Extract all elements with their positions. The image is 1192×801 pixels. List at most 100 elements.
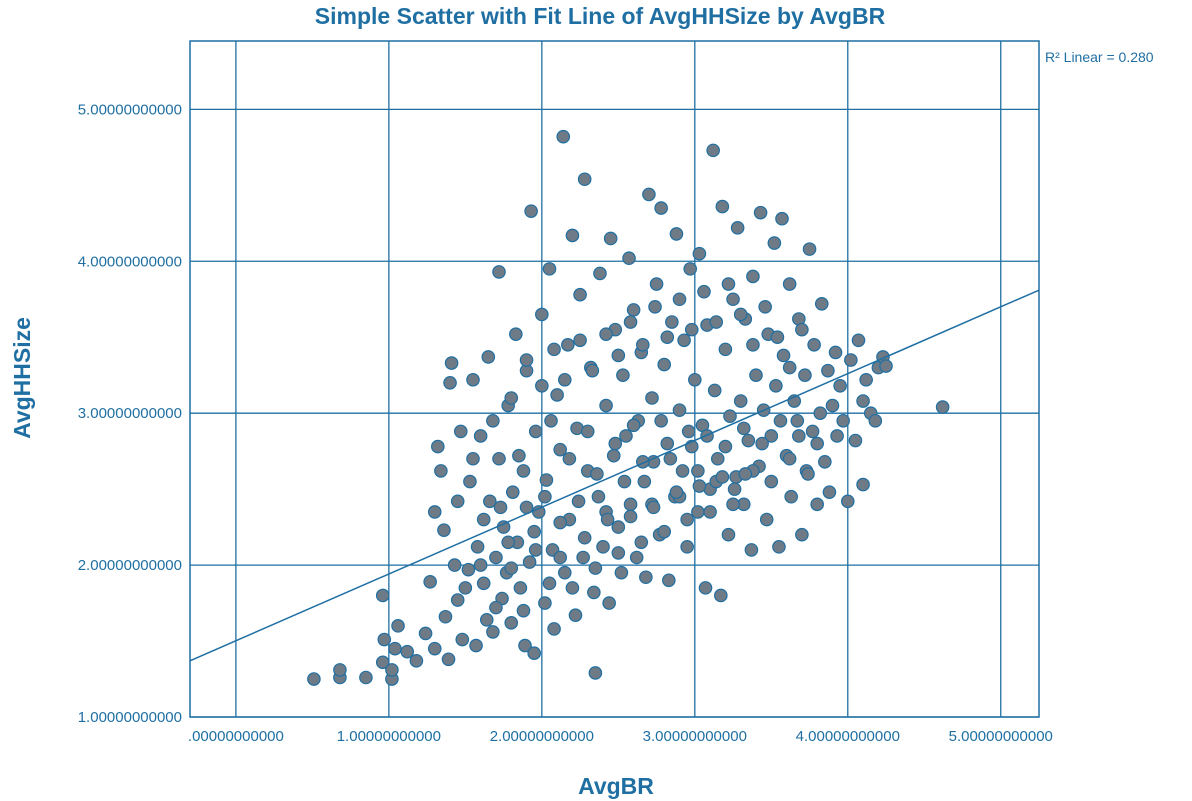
data-point (577, 551, 589, 563)
data-point (666, 316, 678, 328)
data-point (719, 343, 731, 355)
data-point (650, 278, 662, 290)
data-point (738, 422, 750, 434)
data-point (761, 513, 773, 525)
data-point (773, 541, 785, 553)
data-point (777, 349, 789, 361)
data-point (520, 354, 532, 366)
data-point (808, 339, 820, 351)
x-axis-title: AvgBR (578, 773, 654, 799)
data-point (623, 252, 635, 264)
data-point (334, 664, 346, 676)
data-point (774, 415, 786, 427)
data-point (649, 301, 661, 313)
data-point (796, 529, 808, 541)
data-point (834, 380, 846, 392)
data-point (692, 506, 704, 518)
data-point (456, 633, 468, 645)
data-point (785, 491, 797, 503)
data-point (728, 483, 740, 495)
data-point (392, 620, 404, 632)
data-point (615, 566, 627, 578)
data-point (715, 589, 727, 601)
data-point (438, 524, 450, 536)
data-point (776, 213, 788, 225)
data-point (719, 440, 731, 452)
data-point (936, 401, 948, 413)
data-point (308, 673, 320, 685)
data-point (806, 425, 818, 437)
data-point (578, 532, 590, 544)
data-point (378, 633, 390, 645)
data-point (689, 374, 701, 386)
data-point (490, 551, 502, 563)
data-point (543, 263, 555, 275)
data-point (796, 323, 808, 335)
data-point (819, 456, 831, 468)
data-point (735, 308, 747, 320)
data-point (536, 380, 548, 392)
data-point (360, 671, 372, 683)
data-point (562, 339, 574, 351)
data-point (574, 288, 586, 300)
data-point (557, 131, 569, 143)
data-point (510, 328, 522, 340)
data-point (710, 316, 722, 328)
data-point (603, 597, 615, 609)
data-point (831, 430, 843, 442)
data-point (600, 399, 612, 411)
data-point (664, 453, 676, 465)
data-point (582, 425, 594, 437)
data-point (478, 513, 490, 525)
data-point (814, 407, 826, 419)
data-point (678, 334, 690, 346)
data-point (663, 574, 675, 586)
data-point (722, 278, 734, 290)
data-point (771, 331, 783, 343)
data-point (765, 475, 777, 487)
data-point (712, 453, 724, 465)
x-tick-label: 3.00000000000 (643, 728, 747, 745)
data-point (442, 653, 454, 665)
data-point (572, 495, 584, 507)
data-point (530, 425, 542, 437)
data-point (756, 437, 768, 449)
data-point (759, 301, 771, 313)
data-point (482, 351, 494, 363)
data-point (716, 200, 728, 212)
data-point (612, 349, 624, 361)
data-point (429, 642, 441, 654)
data-point (750, 369, 762, 381)
data-point (681, 541, 693, 553)
data-point (816, 298, 828, 310)
data-point (429, 506, 441, 518)
data-point (627, 304, 639, 316)
data-point (586, 364, 598, 376)
x-tick-label: 4.00000000000 (796, 728, 900, 745)
data-point (455, 425, 467, 437)
data-point (770, 380, 782, 392)
data-point (487, 626, 499, 638)
data-point (802, 468, 814, 480)
data-point (569, 609, 581, 621)
data-point (716, 471, 728, 483)
data-point (445, 357, 457, 369)
data-point (462, 563, 474, 575)
data-point (591, 468, 603, 480)
data-point (517, 465, 529, 477)
data-point (684, 263, 696, 275)
plot-frame (190, 41, 1039, 717)
data-point (543, 577, 555, 589)
data-point (727, 293, 739, 305)
data-point (514, 582, 526, 594)
x-tick-label: 5.00000000000 (949, 728, 1053, 745)
data-point (823, 486, 835, 498)
data-point (842, 495, 854, 507)
data-point (566, 229, 578, 241)
data-point (471, 541, 483, 553)
data-point (439, 611, 451, 623)
data-point (539, 597, 551, 609)
data-point (600, 328, 612, 340)
data-point (513, 450, 525, 462)
